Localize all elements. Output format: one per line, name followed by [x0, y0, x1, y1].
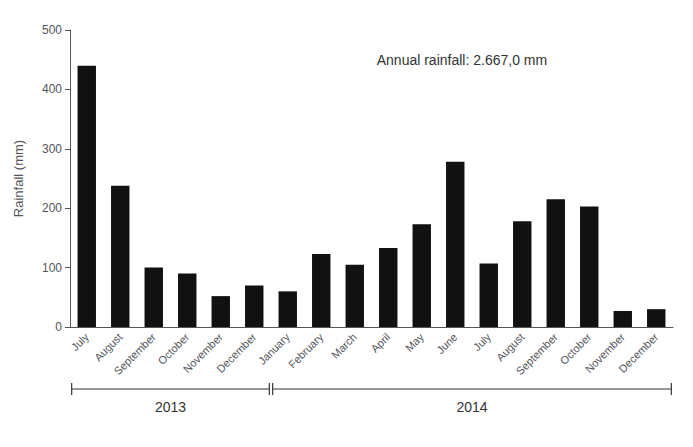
svg-text:500: 500	[42, 23, 62, 37]
svg-text:March: March	[329, 331, 359, 361]
svg-text:January: January	[255, 330, 292, 367]
svg-text:October: October	[557, 330, 594, 367]
svg-text:October: October	[155, 330, 192, 367]
svg-text:100: 100	[42, 261, 62, 275]
svg-text:December: December	[616, 331, 661, 376]
svg-text:February: February	[286, 330, 326, 370]
svg-text:April: April	[368, 331, 392, 355]
svg-text:August: August	[494, 331, 527, 364]
svg-text:November: November	[180, 330, 225, 376]
svg-text:May: May	[403, 330, 427, 354]
svg-text:November: November	[582, 330, 627, 376]
svg-text:Rainfall (mm): Rainfall (mm)	[11, 140, 26, 217]
svg-text:June: June	[434, 331, 459, 356]
svg-text:August: August	[92, 331, 125, 364]
svg-text:200: 200	[42, 201, 62, 215]
svg-text:December: December	[214, 331, 259, 376]
svg-text:0: 0	[55, 320, 62, 334]
svg-text:2014: 2014	[456, 399, 487, 415]
svg-text:300: 300	[42, 142, 62, 156]
svg-text:400: 400	[42, 82, 62, 96]
svg-text:Annual rainfall: 2.667,0 mm: Annual rainfall: 2.667,0 mm	[377, 52, 547, 68]
svg-text:September: September	[514, 331, 561, 378]
svg-text:July: July	[471, 330, 494, 353]
svg-text:July: July	[69, 330, 92, 353]
svg-text:2013: 2013	[155, 399, 186, 415]
svg-text:September: September	[112, 331, 159, 378]
